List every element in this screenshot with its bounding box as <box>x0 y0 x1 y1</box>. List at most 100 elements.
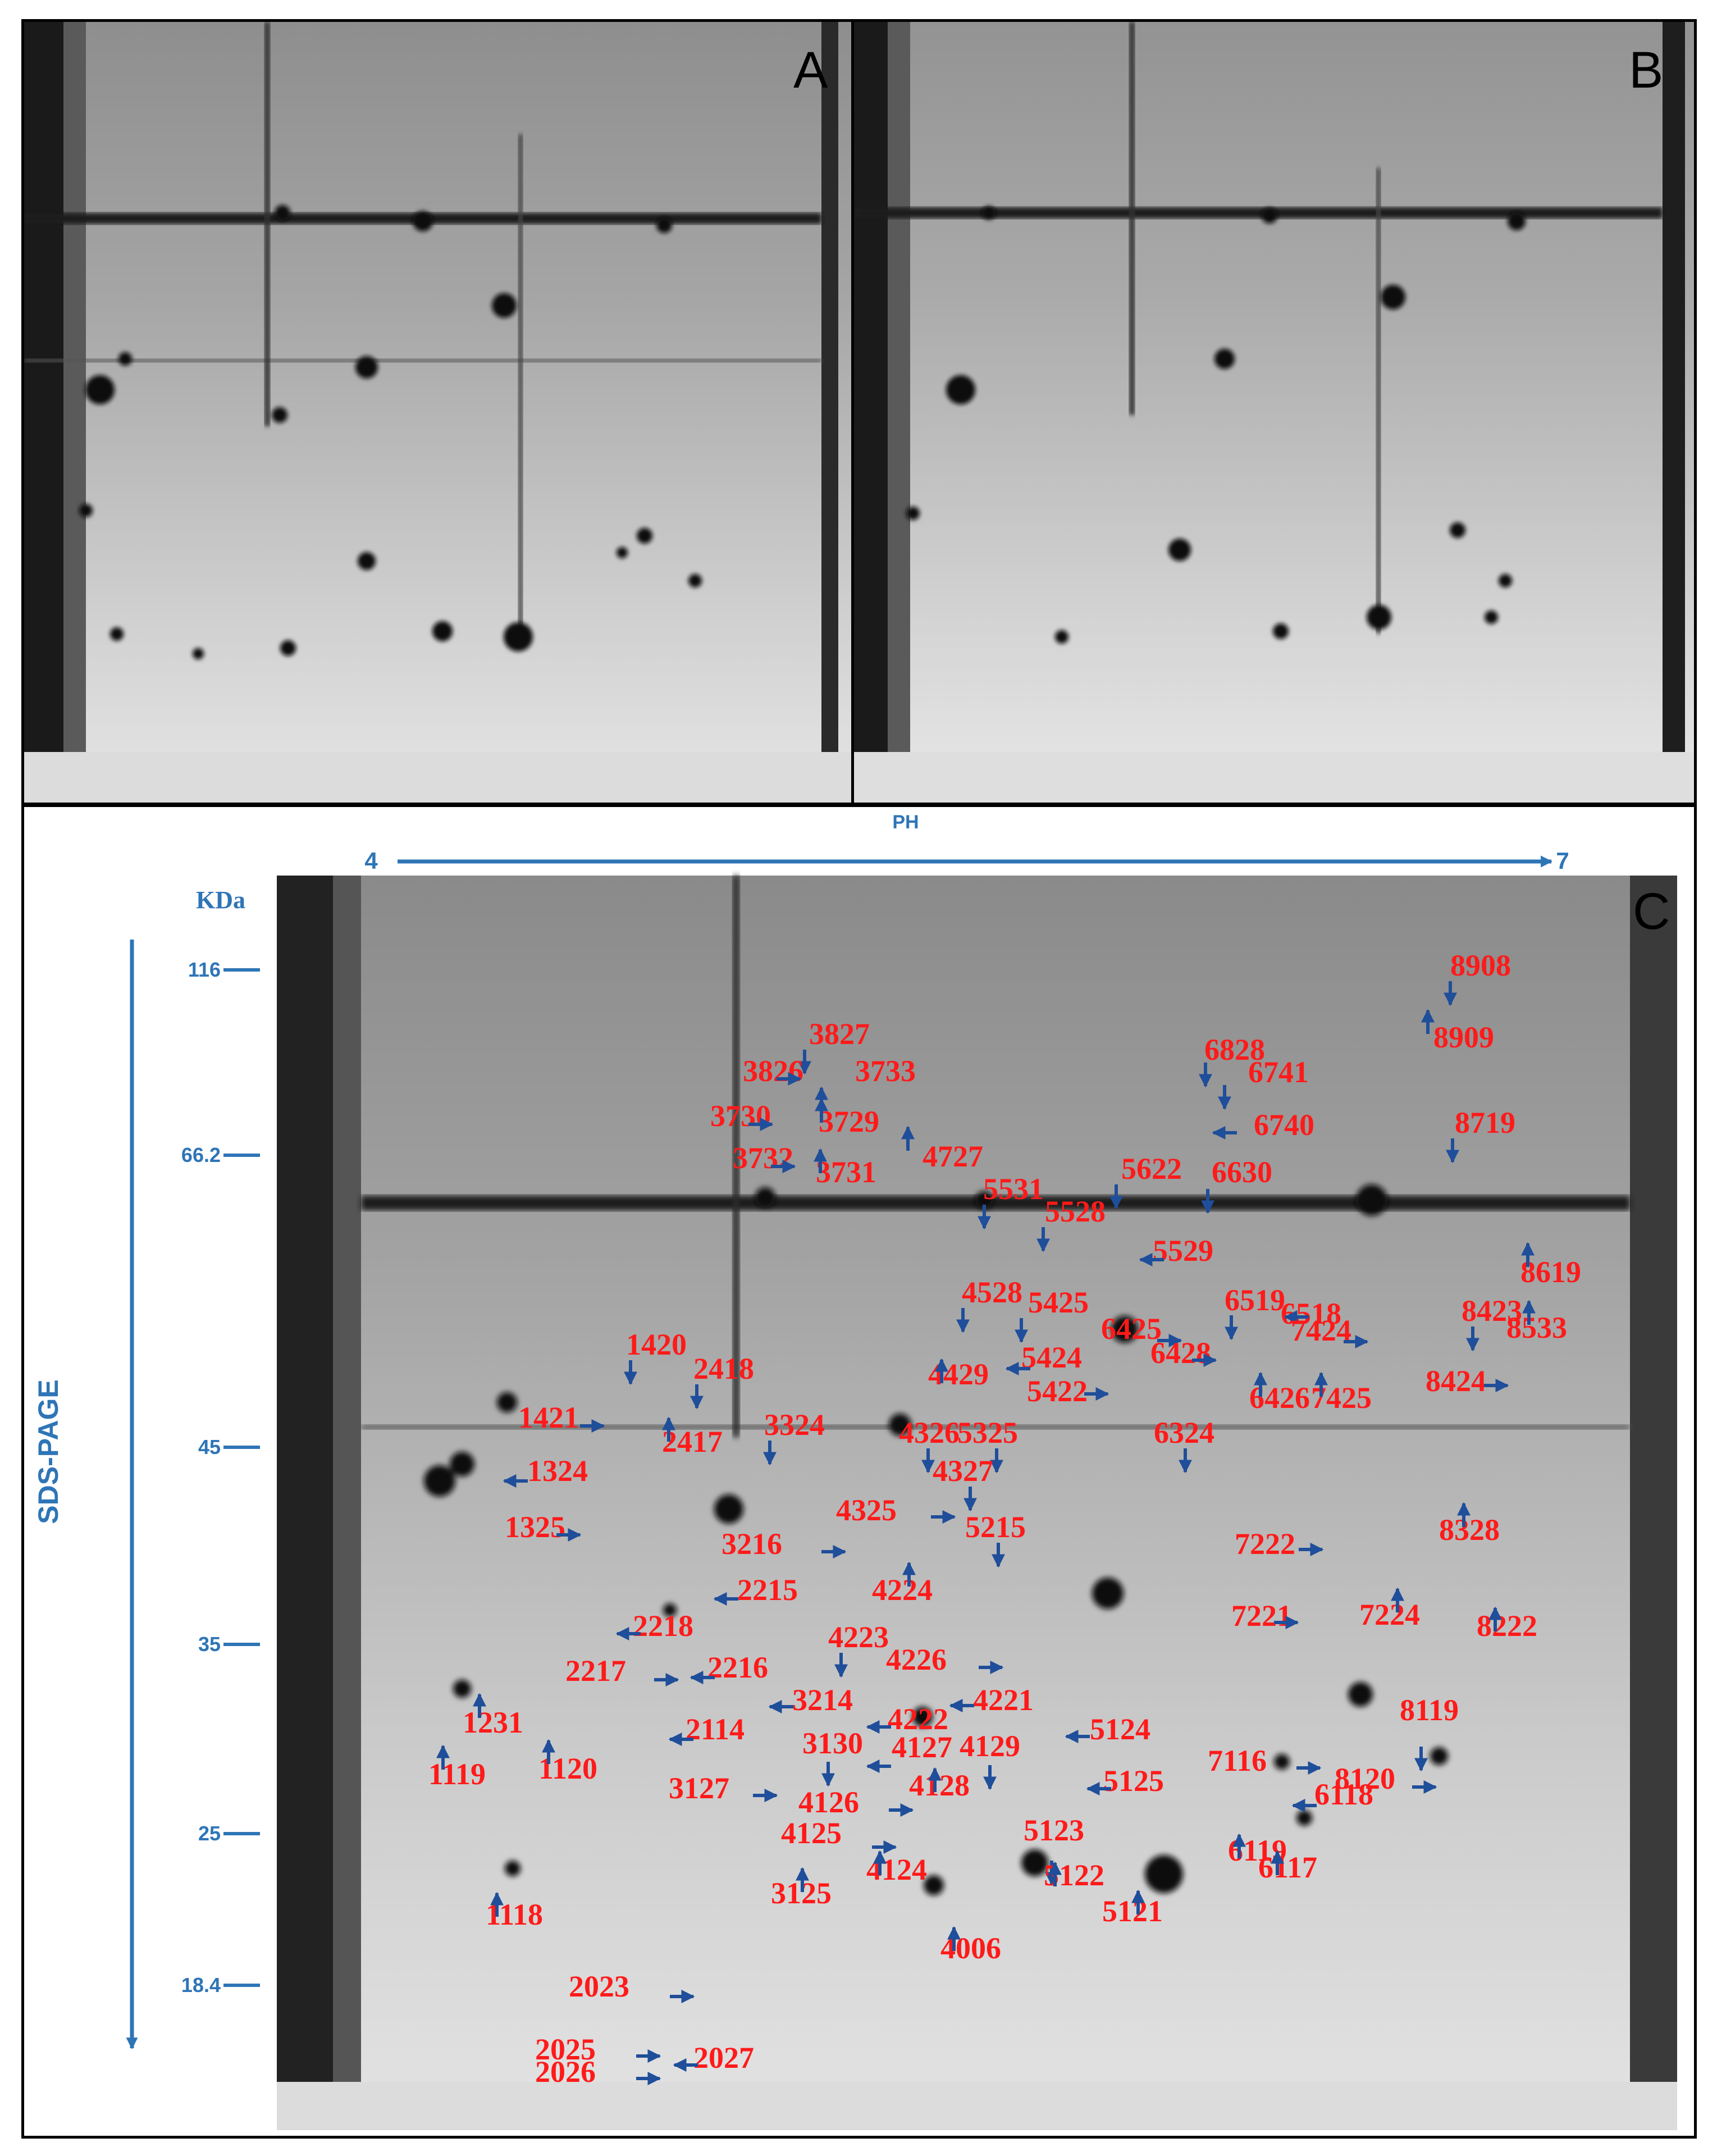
spot-label: 6741 <box>1248 1055 1309 1089</box>
spot-label: 3732 <box>733 1141 793 1175</box>
panel-c: PH 4 7 KDa SDS-PAGE 116 66.2 45 35 25 18.4 89… <box>21 804 1697 2139</box>
spot-label: 3216 <box>721 1527 782 1561</box>
spot-label: 5124 <box>1090 1712 1150 1746</box>
mw-marker-label: 45 <box>198 1435 221 1458</box>
mw-marker-label: 25 <box>198 1822 221 1845</box>
spot-label: 5528 <box>1045 1195 1106 1228</box>
spot-label: 1324 <box>527 1454 588 1488</box>
spot-label: 3324 <box>764 1408 825 1442</box>
spot-label: 8909 <box>1433 1020 1494 1054</box>
spot-label: 6519 <box>1225 1283 1285 1317</box>
spot-label: 5424 <box>1021 1341 1082 1374</box>
spot-label: 8119 <box>1400 1693 1459 1727</box>
spot-label: 2217 <box>565 1654 626 1688</box>
spot-label: 2114 <box>686 1712 745 1746</box>
spot-label: 3214 <box>792 1683 853 1717</box>
panel-letter-b: B <box>1629 42 1664 99</box>
spot-label: 2027 <box>693 2041 754 2075</box>
spot-label: 4223 <box>828 1620 889 1654</box>
spot-label: 5215 <box>965 1510 1026 1544</box>
mw-marker-group: 116 66.2 45 35 25 18.4 <box>181 958 260 1997</box>
spot-label: 4127 <box>892 1730 952 1764</box>
spot-label: 4528 <box>962 1275 1022 1309</box>
spot-label: 8423 <box>1462 1294 1522 1328</box>
panel-a: A <box>21 19 856 805</box>
spot-label: 7222 <box>1235 1527 1295 1561</box>
spot-label: 4224 <box>872 1573 933 1607</box>
spot-label: 8908 <box>1450 949 1511 982</box>
spot-label: 6324 <box>1154 1416 1214 1450</box>
spot-label: 2418 <box>693 1352 754 1385</box>
spot-label: 1420 <box>626 1328 687 1361</box>
panel-b: B <box>851 19 1697 805</box>
spot-label: 5529 <box>1153 1234 1213 1268</box>
ph-start-label: 4 <box>364 847 378 874</box>
spot-label: 4326 <box>899 1416 960 1450</box>
spot-label: 4327 <box>933 1454 993 1488</box>
spot-label: 6425 <box>1101 1312 1162 1346</box>
mw-marker-label: 18.4 <box>181 1973 221 1997</box>
spot-label: 6426 <box>1249 1381 1310 1415</box>
mw-marker-label: 66.2 <box>181 1143 221 1166</box>
spot-label: 2218 <box>633 1609 693 1643</box>
spot-label: 5125 <box>1103 1764 1164 1798</box>
spot-label: 5425 <box>1028 1286 1089 1319</box>
ph-label: PH <box>892 812 919 833</box>
spot-label: 8533 <box>1506 1311 1567 1344</box>
spot-label: 2023 <box>569 1970 629 2003</box>
spot-label: 4128 <box>909 1768 970 1802</box>
spot-label: 5123 <box>1024 1813 1084 1847</box>
gel-c-annotated: PH 4 7 KDa SDS-PAGE 116 66.2 45 35 25 18.4 89… <box>33 812 1677 2130</box>
spot-label: 3127 <box>669 1771 729 1805</box>
spot-label: 6117 <box>1258 1850 1317 1884</box>
spot-label: 7116 <box>1208 1744 1267 1777</box>
spot-label: 6428 <box>1150 1336 1211 1370</box>
spot-label: 4226 <box>886 1643 947 1676</box>
spot-label: 4125 <box>781 1816 842 1850</box>
spot-label: 8328 <box>1439 1513 1500 1547</box>
spot-label: 3130 <box>802 1726 863 1760</box>
gel-image-c <box>277 876 1677 2130</box>
spot-label: 5325 <box>957 1416 1018 1450</box>
spot-label: 7221 <box>1231 1599 1292 1633</box>
spot-label: 8120 <box>1335 1762 1395 1795</box>
spot-label: 3730 <box>710 1099 771 1133</box>
spot-label: 2025 <box>535 2032 596 2066</box>
spot-label: 4222 <box>888 1702 948 1736</box>
spot-label: 3731 <box>816 1155 876 1189</box>
sds-page-label: SDS-PAGE <box>33 1379 64 1524</box>
spot-label: 5122 <box>1044 1858 1104 1892</box>
spot-label: 4325 <box>836 1493 897 1527</box>
spot-label: 4429 <box>928 1357 989 1391</box>
spot-label: 8424 <box>1426 1364 1486 1398</box>
spot-label: 3826 <box>743 1054 803 1088</box>
spot-label: 4221 <box>973 1683 1034 1717</box>
spot-label: 3729 <box>819 1105 879 1138</box>
spot-label: 5422 <box>1027 1374 1088 1408</box>
spot-label: 1231 <box>463 1706 523 1739</box>
spot-label: 5121 <box>1102 1894 1163 1928</box>
spot-label: 7424 <box>1291 1314 1351 1347</box>
panel-letter-c: C <box>1633 883 1670 940</box>
gel-image-b <box>854 22 1694 803</box>
spot-label: 2216 <box>707 1651 768 1684</box>
spot-label: 7224 <box>1359 1598 1420 1631</box>
spot-label: 1325 <box>505 1510 565 1544</box>
spot-label: 1118 <box>486 1898 543 1931</box>
spot-label: 6740 <box>1254 1108 1314 1142</box>
spot-label: 2215 <box>737 1573 798 1607</box>
spot-label: 1119 <box>428 1757 486 1791</box>
kda-label: KDa <box>196 886 245 914</box>
gel-image-a <box>24 22 853 803</box>
mw-marker-label: 35 <box>198 1633 221 1656</box>
spot-label: 4124 <box>866 1853 927 1886</box>
spot-label: 8619 <box>1520 1255 1581 1289</box>
spot-label: 2026 <box>535 2055 596 2089</box>
spot-label: 1421 <box>518 1401 579 1434</box>
spot-label: 5531 <box>983 1172 1044 1206</box>
spot-label: 8719 <box>1455 1106 1515 1139</box>
spot-label: 4727 <box>923 1139 983 1173</box>
spot-label: 4126 <box>798 1785 859 1819</box>
spot-label: 4129 <box>960 1729 1020 1763</box>
